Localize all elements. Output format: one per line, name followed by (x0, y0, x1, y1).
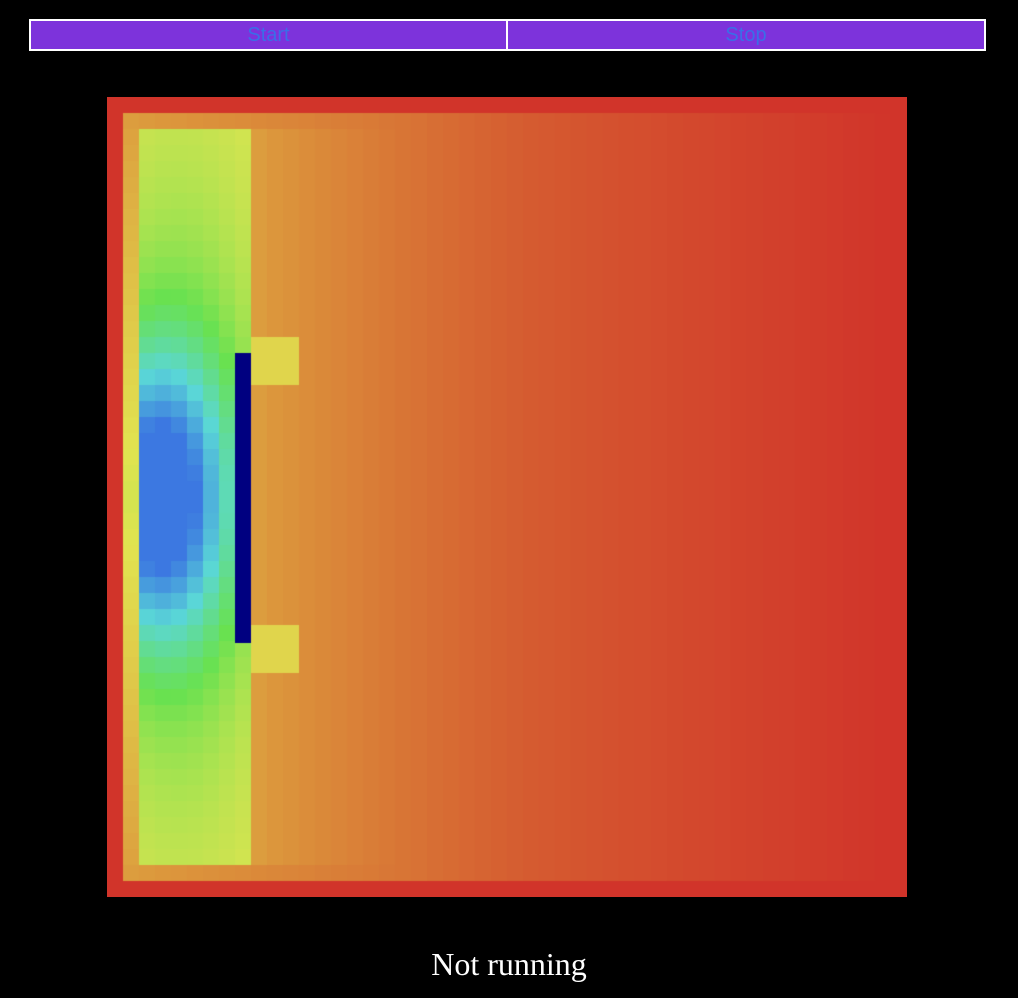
start-button[interactable]: Start (29, 19, 507, 51)
status-text: Not running (431, 946, 587, 982)
control-toolbar: Start Stop (29, 19, 986, 51)
simulation-view[interactable] (107, 97, 907, 897)
stop-button[interactable]: Stop (507, 19, 986, 51)
heatmap-canvas[interactable] (107, 97, 907, 897)
